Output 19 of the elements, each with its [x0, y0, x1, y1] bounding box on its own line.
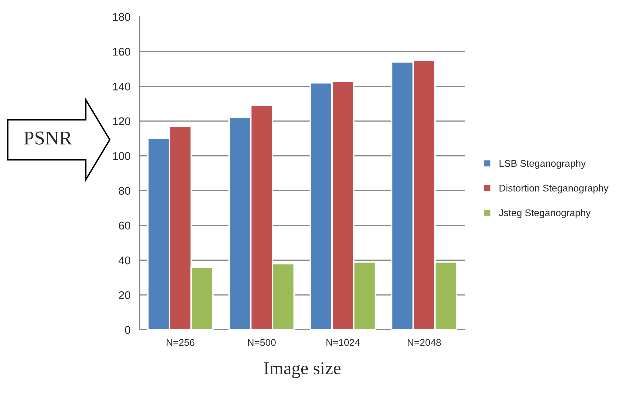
y-axis-title: PSNR	[24, 132, 72, 145]
y-tick-label: 0	[125, 326, 131, 334]
x-tick-label: N=2048	[408, 339, 442, 346]
y-tick-label: 160	[113, 48, 131, 56]
y-tick-label: 100	[113, 152, 131, 160]
y-tick-label: 40	[118, 256, 131, 265]
x-tick-label: N=256	[166, 339, 195, 346]
x-tick-label: N=500	[248, 339, 276, 346]
y-tick-label: 140	[113, 82, 131, 91]
y-tick-label: 20	[119, 291, 131, 300]
legend-label: Distortion Steganography	[500, 184, 609, 194]
x-tick-label: N=1024	[326, 339, 360, 346]
y-tick-label: 60	[119, 222, 131, 230]
x-axis-title: Image size	[264, 362, 341, 378]
y-tick-label: 180	[113, 13, 131, 22]
legend-label: LSB Steganography	[500, 160, 586, 170]
y-tick-label: 120	[113, 118, 131, 126]
y-tick-label: 80	[119, 187, 131, 196]
legend-label: Jsteg Steganography	[499, 209, 591, 218]
